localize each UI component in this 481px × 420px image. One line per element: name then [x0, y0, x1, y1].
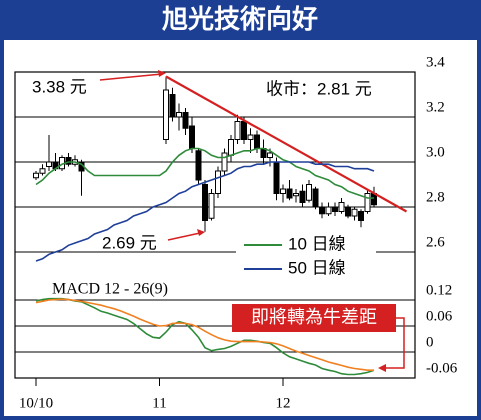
macd-title: MACD 12 - 26(9) — [52, 281, 168, 298]
annotation: 2.69 元 — [102, 233, 157, 252]
plot: 10 日線 50 日線 — [15, 71, 415, 386]
candle-body — [228, 139, 234, 156]
y-tick-label: 2.6 — [426, 234, 445, 250]
candle-body — [325, 206, 332, 215]
candle-body — [267, 152, 273, 158]
legend-bg — [236, 232, 376, 280]
candle-body — [299, 190, 306, 203]
y-tick-label: 0.06 — [426, 308, 453, 324]
candle-body — [332, 206, 338, 212]
annotation: 即將轉為牛差距 — [251, 307, 377, 327]
candle-body — [280, 188, 286, 194]
candle-body — [293, 193, 299, 197]
candle-body — [208, 193, 215, 219]
candle-body — [338, 202, 345, 212]
candle-body — [254, 134, 260, 149]
candle-body — [234, 121, 241, 140]
y-tick-label: 0 — [426, 334, 434, 350]
candle-body — [182, 112, 189, 129]
label-bg — [262, 78, 392, 100]
series-line — [35, 298, 374, 371]
trendline — [165, 75, 408, 213]
candle-body — [189, 125, 195, 149]
candle-body — [176, 112, 182, 118]
candle-body — [364, 193, 371, 212]
arrowhead — [158, 70, 166, 77]
series-line — [35, 297, 375, 376]
legend-label: 10 日線 — [288, 234, 346, 253]
callout-arrow — [384, 317, 405, 369]
candle-body — [46, 161, 52, 167]
y-tick-label: 0.12 — [426, 282, 452, 298]
y-tick-label: 2.8 — [426, 189, 445, 205]
candle-body — [351, 208, 358, 217]
candle-body — [273, 161, 280, 194]
y-tick-label: -0.06 — [426, 360, 458, 376]
candle-body — [169, 94, 176, 118]
candle-body — [202, 184, 208, 221]
candle-body — [286, 188, 293, 199]
annotation: 收市：2.81 元 — [266, 79, 372, 98]
candle-body — [39, 168, 46, 174]
chart-title: 旭光技術向好 — [162, 4, 318, 34]
candle-body — [358, 211, 364, 221]
arrowhead — [378, 364, 386, 372]
x-tick-label: 11 — [152, 395, 166, 411]
arrowhead — [197, 229, 205, 236]
chart-area — [4, 40, 477, 416]
candle-body — [345, 206, 351, 217]
y-tick-label: 3.4 — [426, 54, 445, 70]
candle-body — [195, 150, 202, 181]
y-tick-label: 3.0 — [426, 144, 445, 160]
candle-body — [319, 206, 325, 215]
candle-body — [33, 172, 39, 179]
candle-body — [215, 170, 221, 194]
annotation: 3.38 元 — [32, 77, 87, 96]
y-tick-label: 3.2 — [426, 99, 445, 115]
candle-body — [241, 121, 247, 140]
candle-body — [247, 134, 254, 140]
panel-border — [14, 71, 416, 379]
arrow — [167, 232, 201, 241]
candle-body — [65, 157, 72, 165]
callout-box — [232, 304, 396, 332]
candle-body — [312, 188, 319, 208]
arrow — [99, 73, 163, 81]
series-line — [35, 161, 375, 262]
candle-body — [221, 152, 228, 172]
x-tick-label: 10/10 — [19, 395, 53, 411]
candle-body — [163, 89, 169, 140]
candle-body — [306, 184, 312, 201]
x-tick-label: 12 — [276, 395, 291, 411]
legend-label: 50 日線 — [288, 258, 346, 277]
series-line — [35, 147, 374, 199]
